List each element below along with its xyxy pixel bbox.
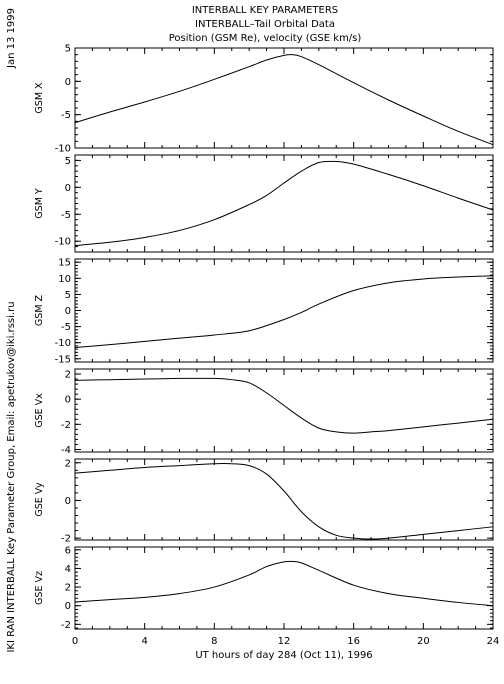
- y-tick-label: 15: [58, 258, 71, 269]
- x-tick-label: 24: [487, 636, 500, 647]
- series-line: [74, 377, 494, 434]
- y-tick-label: -10: [55, 144, 71, 155]
- panel-frame: [74, 47, 494, 149]
- y-axis-label: GSM X: [34, 82, 45, 114]
- y-tick-label: 5: [65, 44, 71, 55]
- x-tick-label: 12: [278, 636, 291, 647]
- x-tick-label: 4: [141, 636, 147, 647]
- date-label: Jan 13 1999: [6, 8, 17, 69]
- y-tick-label: 0: [65, 496, 71, 507]
- x-axis-label: UT hours of day 284 (Oct 11), 1996: [195, 650, 372, 661]
- y-tick-label: 5: [65, 290, 71, 301]
- y-axis-label: GSE Vz: [34, 571, 45, 605]
- panel-frame: [74, 154, 494, 253]
- y-axis-label: GSE Vx: [34, 393, 45, 428]
- figure-header: INTERBALL KEY PARAMETERS INTERBALL–Tail …: [169, 5, 362, 44]
- series-line: [74, 275, 494, 349]
- panel-frame: [74, 258, 494, 363]
- x-tick-label: 0: [72, 636, 78, 647]
- x-tick-label: 20: [417, 636, 430, 647]
- y-tick-label: -4: [61, 445, 71, 456]
- y-tick-label: 2: [65, 458, 71, 469]
- y-tick-label: -2: [61, 534, 71, 545]
- y-tick-label: -5: [61, 322, 71, 333]
- panel-0: 5 0 -5 -10 GSM X: [34, 44, 494, 155]
- y-tick-label: 2: [65, 370, 71, 381]
- figure-subtitle: INTERBALL–Tail Orbital Data: [195, 19, 335, 30]
- y-tick-label: 0: [65, 77, 71, 88]
- x-tick-label: 16: [347, 636, 360, 647]
- y-axis-label: GSM Z: [34, 294, 45, 326]
- y-tick-label: 0: [65, 183, 71, 194]
- y-tick-label: -2: [61, 620, 71, 631]
- y-axis-label: GSM Y: [34, 188, 45, 219]
- y-tick-label: 0: [65, 601, 71, 612]
- series-line: [74, 160, 494, 247]
- y-tick-label: -15: [55, 354, 71, 365]
- series-line: [74, 560, 494, 607]
- y-tick-label: -5: [61, 210, 71, 221]
- plot-panels: 5 0 -5 -10 GSM X 5 0 -5 -10 GSM Y 15 10 5 0 -5 -10 -15 GS…: [34, 44, 494, 631]
- credit-label: IKI RAN INTERBALL Key Parameter Group, E…: [6, 301, 17, 652]
- panel-2: 15 10 5 0 -5 -10 -15 GSM Z: [34, 258, 494, 365]
- y-tick-label: -10: [55, 237, 71, 248]
- panel-3: 2 0 -2 -4 GSE Vx: [34, 368, 494, 456]
- panel-5: 6 4 2 0 -2 GSE Vz: [34, 545, 494, 631]
- x-tick-label: 8: [211, 636, 217, 647]
- panel-1: 5 0 -5 -10 GSM Y: [34, 154, 494, 253]
- y-tick-label: -10: [55, 338, 71, 349]
- series-line: [74, 462, 494, 540]
- y-tick-label: 6: [65, 545, 71, 556]
- x-axis: 0 4 8 12 16 20 24: [72, 636, 500, 647]
- series-line: [74, 54, 494, 146]
- y-tick-label: -2: [61, 420, 71, 431]
- figure-description: Position (GSM Re), velocity (GSE km/s): [169, 33, 362, 44]
- figure-title: INTERBALL KEY PARAMETERS: [192, 5, 338, 16]
- y-tick-label: 10: [58, 274, 71, 285]
- panel-frame: [74, 368, 494, 453]
- panel-frame: [74, 546, 494, 630]
- panel-4: 2 0 -2 GSE Vy: [34, 458, 494, 545]
- y-tick-label: 4: [65, 564, 71, 575]
- y-tick-label: 5: [65, 156, 71, 167]
- y-tick-label: 2: [65, 583, 71, 594]
- y-tick-label: 0: [65, 306, 71, 317]
- panel-frame: [74, 458, 494, 541]
- y-axis-label: GSE Vy: [34, 482, 45, 517]
- y-tick-label: 0: [65, 395, 71, 406]
- y-tick-label: -5: [61, 110, 71, 121]
